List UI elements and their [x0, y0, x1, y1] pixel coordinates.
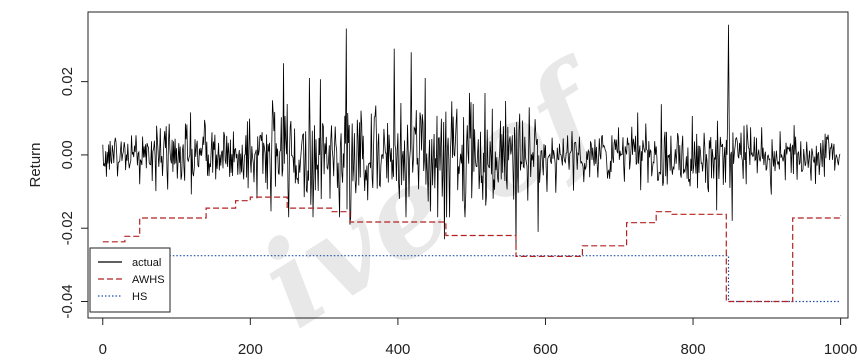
series-layer — [102, 24, 842, 303]
x-tick-label: 200 — [238, 341, 263, 358]
legend-label: AWHS — [132, 274, 165, 286]
y-tick-label: 0.02 — [59, 67, 76, 96]
series-hs-line — [102, 255, 841, 303]
x-tick-label: 1000 — [824, 341, 857, 358]
x-tick-label: 400 — [385, 341, 410, 358]
legend-label: HS — [132, 291, 147, 303]
series-actual-line — [102, 24, 841, 251]
x-tick-label: 600 — [533, 341, 558, 358]
y-tick-label: -0.04 — [59, 284, 76, 318]
watermark: ive of — [237, 33, 636, 355]
legend-label: actual — [132, 257, 161, 269]
x-tick-label: 800 — [681, 341, 706, 358]
x-axis: 0 200 400 600 800 1000 — [99, 317, 857, 358]
y-axis-title: Return — [27, 142, 44, 187]
legend: actual AWHS HS — [89, 247, 171, 313]
y-tick-label: -0.02 — [59, 211, 76, 245]
y-axis: -0.04 -0.02 0.00 0.02 — [59, 67, 89, 319]
y-tick-label: 0.00 — [59, 140, 76, 169]
x-tick-label: 0 — [99, 341, 107, 358]
legend-box — [89, 247, 171, 313]
